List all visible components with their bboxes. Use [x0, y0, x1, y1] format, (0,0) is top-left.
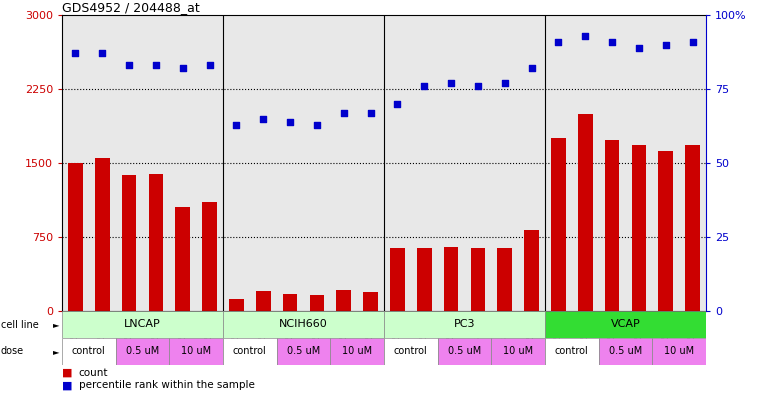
Text: 10 uM: 10 uM	[342, 346, 372, 356]
Point	[391, 101, 403, 107]
Text: control: control	[394, 346, 428, 356]
Point	[472, 83, 484, 89]
Bar	[632, 145, 646, 311]
Text: ►: ►	[53, 347, 59, 356]
Text: dose: dose	[1, 347, 24, 356]
Point	[203, 62, 215, 68]
Text: cell line: cell line	[1, 320, 39, 329]
Bar	[330, 338, 384, 365]
Point	[69, 50, 81, 57]
Point	[686, 39, 699, 45]
Bar	[524, 230, 539, 311]
Bar	[363, 292, 378, 311]
Bar	[175, 208, 190, 311]
Point	[498, 80, 511, 86]
Bar	[95, 158, 110, 311]
Bar	[390, 248, 405, 311]
Point	[526, 65, 538, 72]
Bar	[229, 299, 244, 311]
Text: 0.5 uM: 0.5 uM	[448, 346, 481, 356]
Text: count: count	[78, 368, 108, 378]
Bar	[282, 294, 298, 311]
Point	[96, 50, 108, 57]
Point	[633, 44, 645, 51]
Bar	[116, 338, 170, 365]
Text: GDS4952 / 204488_at: GDS4952 / 204488_at	[62, 1, 199, 14]
Point	[552, 39, 565, 45]
Bar	[652, 338, 706, 365]
Bar	[498, 248, 512, 311]
Point	[123, 62, 135, 68]
Text: 10 uM: 10 uM	[181, 346, 212, 356]
Bar	[551, 138, 565, 311]
Bar	[62, 338, 116, 365]
Bar	[599, 338, 652, 365]
Point	[338, 110, 350, 116]
Point	[177, 65, 189, 72]
Point	[579, 33, 591, 39]
Bar	[605, 140, 619, 311]
Text: VCAP: VCAP	[610, 319, 640, 329]
Bar	[223, 311, 384, 338]
Text: ►: ►	[53, 320, 59, 329]
Text: percentile rank within the sample: percentile rank within the sample	[78, 380, 255, 390]
Point	[284, 118, 296, 125]
Bar	[545, 338, 599, 365]
Text: 10 uM: 10 uM	[664, 346, 694, 356]
Bar	[417, 248, 431, 311]
Text: NCIH660: NCIH660	[279, 319, 328, 329]
Point	[310, 121, 323, 128]
Text: control: control	[233, 346, 266, 356]
Text: PC3: PC3	[454, 319, 476, 329]
Bar	[336, 290, 351, 311]
Bar	[223, 338, 277, 365]
Text: ■: ■	[62, 368, 72, 378]
Point	[606, 39, 618, 45]
Point	[660, 41, 672, 48]
Bar	[384, 338, 438, 365]
Bar	[277, 338, 330, 365]
Bar	[384, 311, 545, 338]
Bar	[545, 311, 706, 338]
Point	[150, 62, 162, 68]
Bar	[62, 311, 223, 338]
Bar	[122, 175, 136, 311]
Text: control: control	[555, 346, 589, 356]
Bar	[256, 291, 271, 311]
Text: 10 uM: 10 uM	[503, 346, 533, 356]
Text: LNCAP: LNCAP	[124, 319, 161, 329]
Bar	[170, 338, 223, 365]
Bar	[685, 145, 700, 311]
Point	[257, 116, 269, 122]
Bar	[492, 338, 545, 365]
Text: ■: ■	[62, 380, 72, 390]
Bar	[310, 295, 324, 311]
Text: 0.5 uM: 0.5 uM	[126, 346, 159, 356]
Point	[445, 80, 457, 86]
Bar	[578, 114, 593, 311]
Text: 0.5 uM: 0.5 uM	[287, 346, 320, 356]
Text: control: control	[72, 346, 106, 356]
Point	[231, 121, 243, 128]
Bar	[68, 163, 83, 311]
Bar	[470, 248, 486, 311]
Point	[418, 83, 430, 89]
Bar	[444, 247, 458, 311]
Text: 0.5 uM: 0.5 uM	[609, 346, 642, 356]
Bar	[438, 338, 492, 365]
Point	[365, 110, 377, 116]
Bar	[202, 202, 217, 311]
Bar	[658, 151, 673, 311]
Bar	[148, 174, 164, 311]
